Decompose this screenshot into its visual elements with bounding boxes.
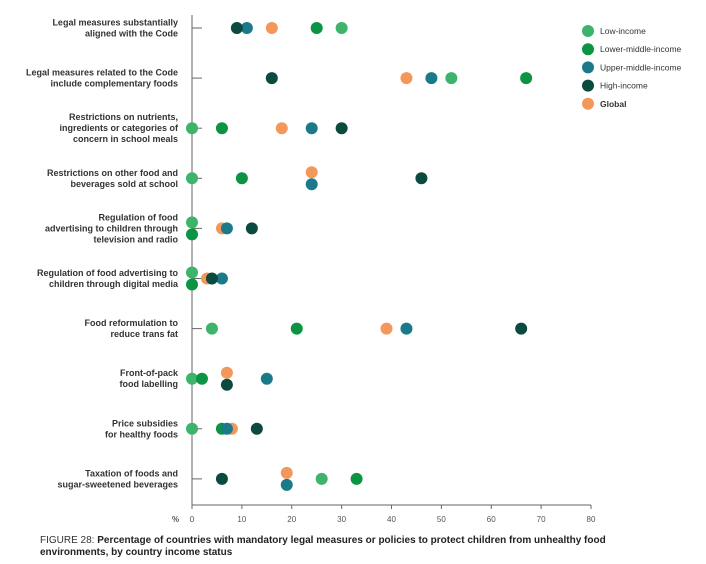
data-point-low-income bbox=[205, 322, 218, 335]
category-label: Regulation of food advertising to childre… bbox=[37, 268, 179, 289]
category-label: Regulation of food advertising to childre… bbox=[45, 212, 179, 244]
data-point-high-income bbox=[250, 422, 263, 435]
legend-label: High-income bbox=[600, 81, 648, 91]
legend-label: Lower-middle-income bbox=[600, 44, 682, 54]
caption-prefix: FIGURE 28: bbox=[40, 535, 98, 546]
data-point-low-income bbox=[335, 22, 348, 34]
x-axis-label: % bbox=[172, 515, 179, 524]
category-label: Taxation of foods and sugar-sweetened bev… bbox=[57, 468, 178, 489]
data-point-high-income bbox=[205, 272, 218, 285]
data-point-lower-middle-income bbox=[310, 22, 323, 34]
x-tick-label: 70 bbox=[537, 515, 546, 524]
data-point-high-income bbox=[220, 378, 233, 391]
data-point-low-income bbox=[315, 472, 328, 485]
data-point-low-income bbox=[186, 122, 198, 135]
data-point-upper-middle-income bbox=[305, 178, 318, 191]
x-tick-label: 50 bbox=[437, 515, 446, 524]
category-label: Restrictions on nutrients, ingredients or… bbox=[59, 112, 179, 144]
data-point-lower-middle-income bbox=[290, 322, 303, 335]
data-point-lower-middle-income bbox=[235, 172, 248, 185]
data-point-global bbox=[280, 466, 293, 479]
data-point-low-income bbox=[186, 266, 198, 279]
data-point-upper-middle-income bbox=[220, 422, 233, 435]
data-point-lower-middle-income bbox=[215, 122, 228, 135]
data-point-upper-middle-income bbox=[260, 372, 273, 385]
figure-caption: FIGURE 28: Percentage of countries with … bbox=[40, 535, 660, 559]
data-point-lower-middle-income bbox=[195, 372, 208, 385]
category-label: Legal measures substantially aligned with… bbox=[52, 18, 178, 39]
data-point-low-income bbox=[186, 216, 198, 229]
legend-label: Global bbox=[600, 99, 626, 109]
data-point-global bbox=[265, 22, 278, 34]
data-point-lower-middle-income bbox=[520, 72, 533, 85]
category-label: Food reformulation to reduce trans fat bbox=[85, 318, 179, 339]
category-label: Legal measures related to the Code includ… bbox=[26, 68, 178, 89]
data-point-global bbox=[380, 322, 393, 335]
data-point-lower-middle-income bbox=[186, 228, 198, 241]
data-point-low-income bbox=[186, 422, 198, 435]
data-point-high-income bbox=[265, 72, 278, 85]
data-point-global bbox=[305, 166, 318, 179]
x-tick-label: 0 bbox=[190, 515, 195, 524]
data-point-upper-middle-income bbox=[240, 22, 253, 34]
legend-marker-upper-middle-income bbox=[582, 61, 594, 74]
data-point-high-income bbox=[245, 222, 258, 235]
x-tick-label: 40 bbox=[387, 515, 396, 524]
legend-marker-global bbox=[582, 97, 594, 110]
legend-marker-low-income bbox=[582, 25, 594, 37]
category-label: Front-of-pack food labelling bbox=[120, 368, 179, 389]
x-tick-label: 20 bbox=[287, 515, 296, 524]
category-label: Restrictions on other food and beverages … bbox=[47, 168, 178, 189]
data-point-global bbox=[400, 72, 413, 85]
data-point-high-income bbox=[215, 472, 228, 485]
data-point-upper-middle-income bbox=[280, 478, 293, 491]
legend-marker-lower-middle-income bbox=[582, 43, 594, 56]
legend-label: Low-income bbox=[600, 26, 646, 36]
data-point-upper-middle-income bbox=[215, 272, 228, 285]
x-tick-label: 30 bbox=[337, 515, 346, 524]
data-point-high-income bbox=[415, 172, 428, 185]
data-point-high-income bbox=[335, 122, 348, 135]
data-point-upper-middle-income bbox=[220, 222, 233, 235]
data-point-low-income bbox=[186, 172, 198, 185]
x-tick-label: 60 bbox=[487, 515, 496, 524]
data-point-low-income bbox=[186, 372, 198, 385]
x-tick-label: 10 bbox=[237, 515, 246, 524]
data-point-lower-middle-income bbox=[186, 278, 198, 291]
data-point-upper-middle-income bbox=[425, 72, 438, 85]
x-tick-label: 80 bbox=[587, 515, 596, 524]
data-point-global bbox=[275, 122, 288, 135]
caption-text: Percentage of countries with mandatory l… bbox=[40, 535, 606, 558]
data-point-low-income bbox=[445, 72, 458, 85]
category-label: Price subsidies for healthy foods bbox=[105, 418, 178, 439]
legend-marker-high-income bbox=[582, 79, 594, 92]
data-point-upper-middle-income bbox=[400, 322, 413, 335]
data-point-high-income bbox=[230, 22, 243, 34]
data-point-global bbox=[220, 366, 233, 379]
data-point-lower-middle-income bbox=[350, 472, 363, 485]
data-point-high-income bbox=[515, 322, 528, 335]
legend-label: Upper-middle-income bbox=[600, 62, 682, 72]
data-point-upper-middle-income bbox=[305, 122, 318, 135]
